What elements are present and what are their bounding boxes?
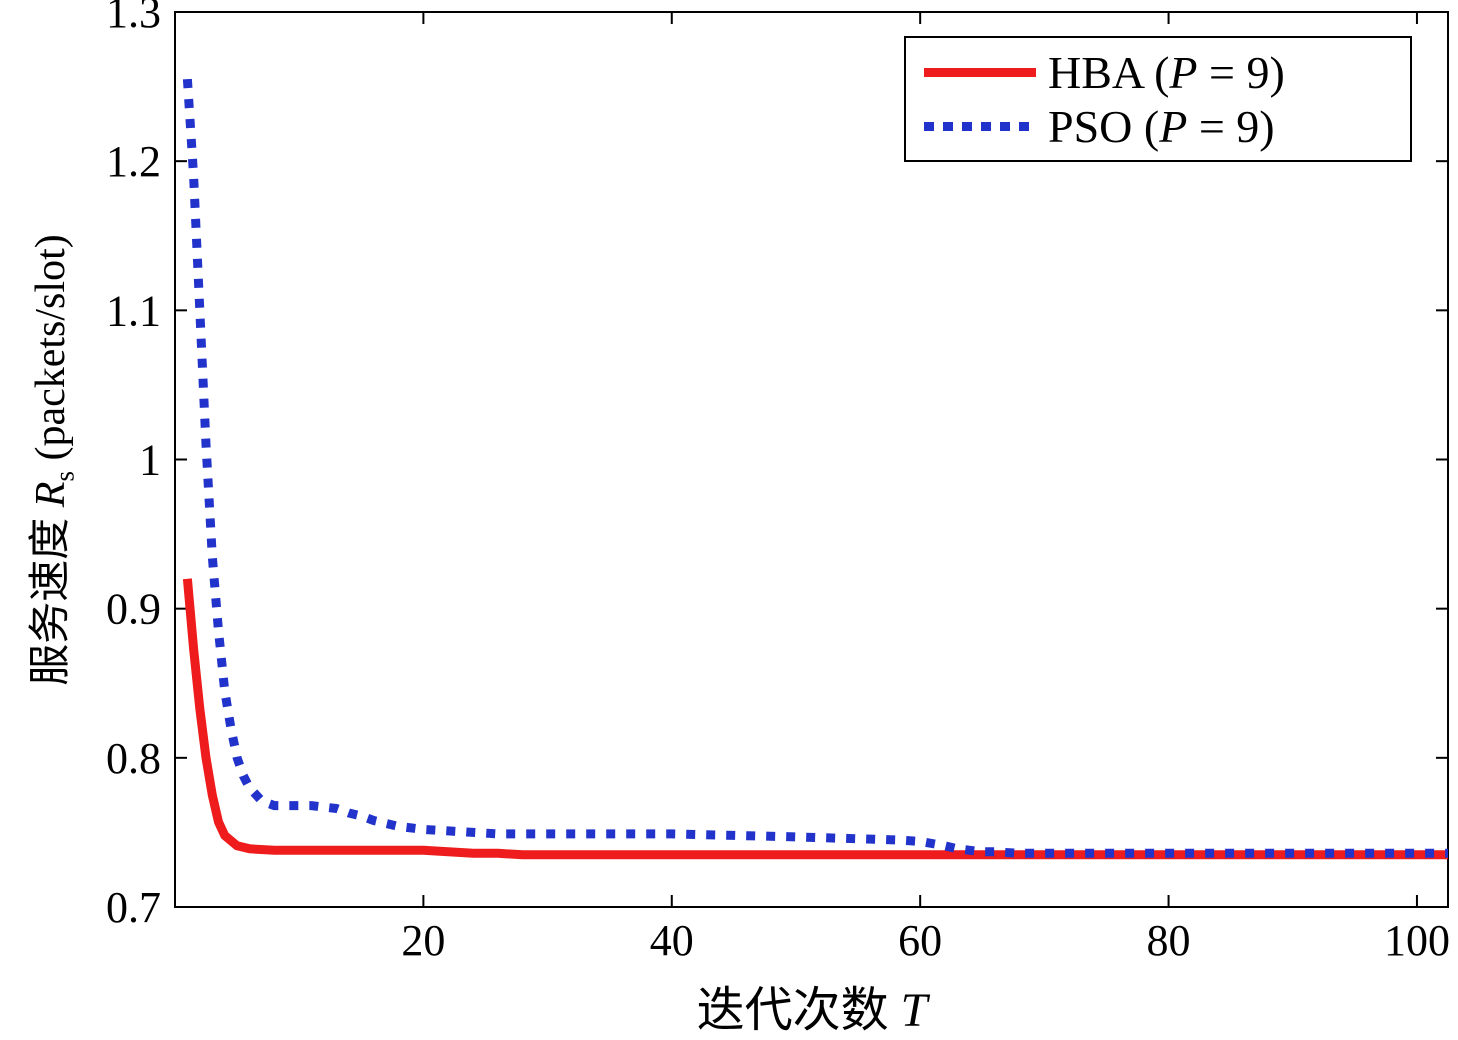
- y-axis-label-sub: s: [49, 471, 80, 482]
- hba-series-line: [182, 578, 1448, 860]
- legend-entry-pso: PSO (P = 9): [924, 99, 1410, 153]
- x-tick-label: 20: [401, 916, 445, 965]
- y-axis-label-suffix: (packets/slot): [28, 234, 74, 472]
- legend-label-hba: HBA (P = 9): [1048, 46, 1285, 98]
- legend-entry-hba: HBA (P = 9): [924, 45, 1410, 99]
- legend: HBA (P = 9) PSO (P = 9): [904, 36, 1412, 162]
- y-tick-label: 1.2: [106, 137, 161, 186]
- y-axis-label-var: R: [28, 481, 74, 508]
- y-tick-label: 0.9: [106, 585, 161, 634]
- x-tick-label: 100: [1384, 916, 1450, 965]
- y-tick-label: 1.3: [106, 0, 161, 37]
- y-tick-label: 1.1: [106, 286, 161, 335]
- x-tick-label: 80: [1147, 916, 1191, 965]
- x-axis-label-var: T: [900, 984, 928, 1037]
- y-tick-label: 0.8: [106, 734, 161, 783]
- y-tick-label: 0.7: [106, 883, 161, 932]
- y-axis-label-text: 服务速度: [28, 507, 74, 686]
- y-tick-label: 1: [139, 436, 161, 485]
- legend-sample-hba: [924, 67, 1036, 77]
- x-axis-label-text: 迭代次数: [696, 984, 901, 1037]
- legend-sample-pso: [924, 121, 1036, 131]
- pso-series-line: [182, 78, 1448, 858]
- legend-label-pso: PSO (P = 9): [1048, 100, 1275, 152]
- x-axis-label: 迭代次数 T: [697, 970, 928, 1040]
- y-axis-label: 服务速度 Rs (packets/slot): [16, 234, 80, 685]
- x-tick-label: 40: [650, 916, 694, 965]
- x-tick-label: 60: [898, 916, 942, 965]
